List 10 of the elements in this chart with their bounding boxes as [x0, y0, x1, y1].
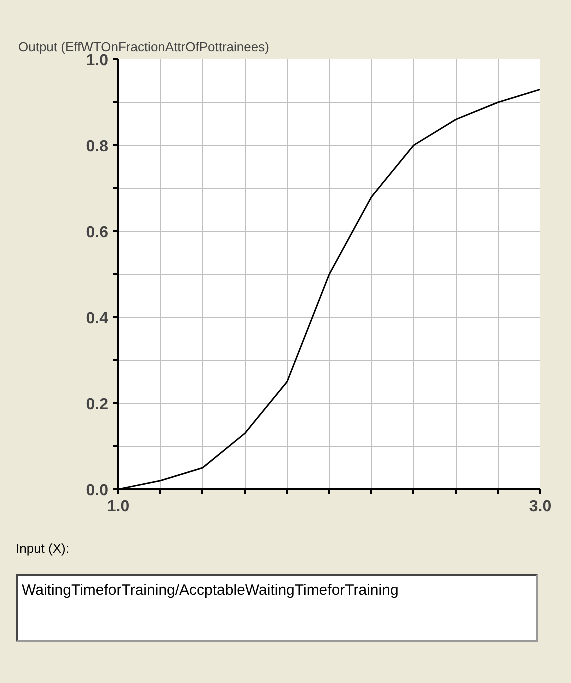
y-tick-label: 0.4 — [86, 310, 109, 328]
y-axis-title: Output (EffWTOnFractionAttrOfPottrainees) — [18, 40, 270, 54]
y-tick-label: 0.6 — [86, 224, 109, 242]
x-tick-label: 3.0 — [529, 498, 552, 516]
y-tick-label: 0.8 — [86, 138, 109, 156]
x-axis-title: Input (X): — [16, 540, 70, 558]
y-tick-label: 0.2 — [86, 396, 109, 414]
text: WaitingTimeforTraining/AccptableWaitingTimeforTraining — [22, 581, 399, 601]
y-tick-label: 0.0 — [86, 482, 109, 500]
y-tick-label: 1.0 — [86, 52, 109, 70]
